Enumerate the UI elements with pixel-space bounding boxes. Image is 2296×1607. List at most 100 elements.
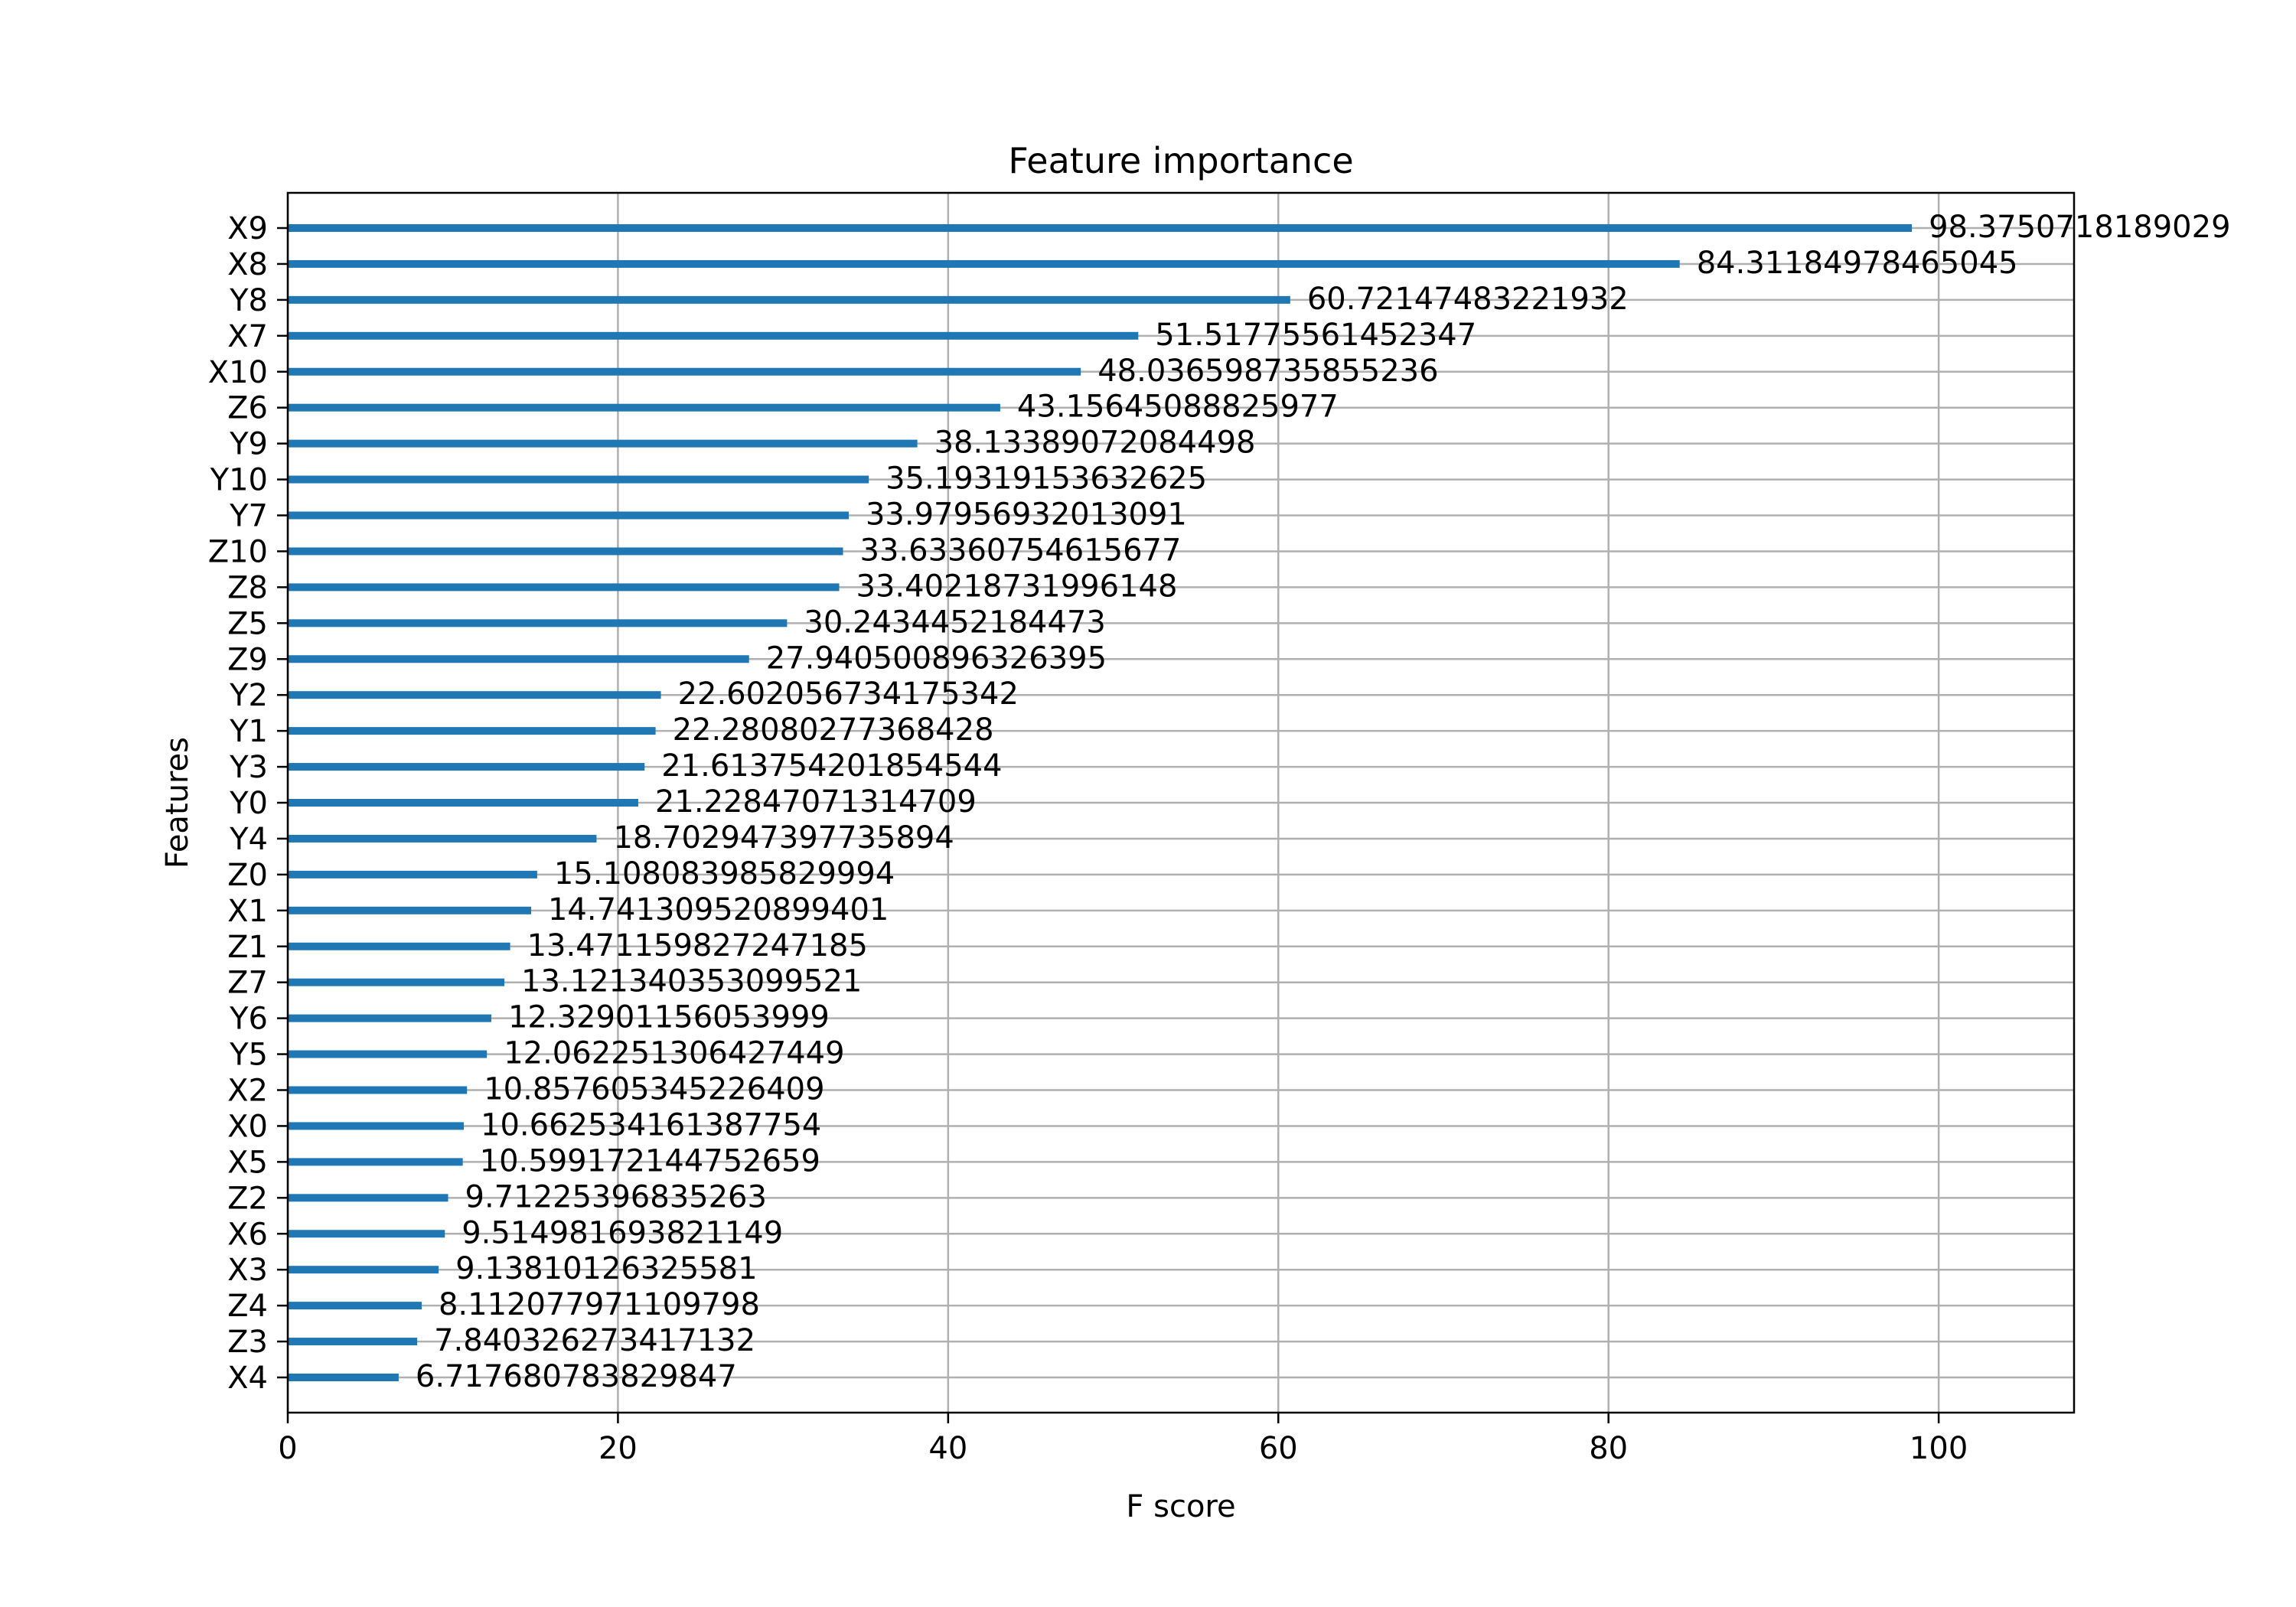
bar-x7 (288, 331, 1139, 340)
value-label: 48.036598735855236 (1097, 354, 1438, 389)
value-label: 33.40218731996148 (856, 569, 1178, 604)
value-label: 9.514981693821149 (461, 1215, 783, 1250)
bar-z5 (288, 619, 788, 627)
y-tick-label: X1 (227, 894, 268, 929)
value-label: 12.32901156053999 (508, 1000, 830, 1035)
bar-x8 (288, 259, 1680, 268)
y-tick-label: X10 (208, 355, 268, 390)
y-tick-label: Y1 (229, 714, 268, 749)
y-tick-label: X6 (227, 1217, 268, 1252)
bars (288, 224, 1913, 1381)
bar-z7 (288, 978, 505, 986)
value-label: 10.662534161387754 (481, 1107, 821, 1143)
y-tick-label: Z2 (227, 1181, 268, 1216)
y-tick-label: Y10 (210, 463, 268, 498)
y-tick-label: X3 (227, 1253, 268, 1288)
bar-x1 (288, 906, 531, 914)
value-label: 18.702947397735894 (613, 820, 954, 856)
x-tick-label: 0 (278, 1431, 297, 1466)
value-label: 9.71225396835263 (465, 1179, 767, 1214)
value-label: 12.062251306427449 (504, 1036, 844, 1071)
bar-y6 (288, 1014, 491, 1022)
value-label: 60.72147483221932 (1307, 282, 1629, 317)
bar-y7 (288, 511, 849, 520)
y-tick-label: X2 (227, 1074, 268, 1109)
value-label: 33.97956932013091 (866, 497, 1187, 533)
value-label: 13.471159827247185 (527, 928, 868, 963)
value-label: 10.857605345226409 (484, 1072, 824, 1107)
value-label: 7.840326273417132 (434, 1323, 755, 1358)
y-tick-label: Y4 (229, 822, 268, 857)
value-label: 22.28080277368428 (673, 712, 994, 748)
bar-x10 (288, 367, 1081, 376)
y-tick-label: X9 (227, 211, 268, 246)
bar-z1 (288, 942, 510, 950)
y-tick-label: Y9 (229, 427, 268, 462)
bar-z10 (288, 547, 843, 556)
value-label: 98.3750718189029 (1929, 210, 2230, 245)
value-label: 30.2434452184473 (804, 605, 1105, 640)
y-tick-label: Z9 (227, 642, 268, 677)
value-label: 14.741309520899401 (548, 892, 889, 927)
value-label: 10.599172144752659 (480, 1143, 820, 1178)
bar-y4 (288, 834, 597, 843)
y-tick-label: Y0 (229, 786, 268, 821)
value-label: 33.63360754615677 (860, 533, 1182, 568)
bar-y0 (288, 799, 638, 807)
value-label: 21.22847071314709 (655, 784, 977, 820)
y-tick-label: Y6 (229, 1002, 268, 1037)
bar-y10 (288, 475, 869, 484)
y-tick-label: Z0 (227, 858, 268, 893)
x-tick-label: 40 (928, 1431, 967, 1466)
x-axis-label: F score (1126, 1489, 1235, 1524)
value-label: 13.121340353099521 (521, 964, 862, 999)
bar-y3 (288, 763, 645, 771)
y-tick-label: Y3 (229, 750, 268, 785)
y-tick-label: X7 (227, 319, 268, 354)
bar-z2 (288, 1194, 448, 1202)
bar-z4 (288, 1302, 422, 1310)
value-label: 21.613754201854544 (661, 748, 1002, 784)
bar-x5 (288, 1158, 463, 1166)
bar-y9 (288, 439, 918, 448)
value-label: 8.112077971109798 (439, 1287, 760, 1322)
y-tick-label: X8 (227, 247, 268, 282)
x-tick-label: 80 (1589, 1431, 1628, 1466)
y-tick-label: Z4 (227, 1289, 268, 1324)
value-label: 22.602056734175342 (678, 676, 1019, 712)
x-tick-label: 20 (598, 1431, 638, 1466)
bar-y8 (288, 295, 1290, 304)
y-tick-label: Z3 (227, 1325, 268, 1360)
value-label: 27.940500896326395 (766, 641, 1107, 676)
bar-z6 (288, 403, 1000, 412)
value-label: 9.13810126325581 (455, 1251, 757, 1286)
value-label: 6.717680783829847 (416, 1359, 737, 1394)
bar-y5 (288, 1050, 488, 1058)
y-tick-label: X5 (227, 1145, 268, 1180)
bar-x4 (288, 1374, 399, 1381)
value-label: 51.51775561452347 (1155, 318, 1476, 353)
value-label: 43.15645088825977 (1017, 390, 1339, 425)
bar-y2 (288, 691, 661, 699)
y-axis-ticks: X9X8Y8X7X10Z6Y9Y10Y7Z10Z8Z5Z9Y2Y1Y3Y0Y4Z… (208, 211, 288, 1396)
y-tick-label: Z5 (227, 606, 268, 641)
value-label: 38.13389072084498 (934, 425, 1256, 461)
bar-z8 (288, 583, 840, 592)
y-tick-label: Z6 (227, 391, 268, 426)
y-tick-label: Z1 (227, 930, 268, 965)
y-tick-label: Y8 (229, 283, 268, 318)
x-tick-label: 60 (1259, 1431, 1298, 1466)
bar-x2 (288, 1086, 468, 1094)
y-tick-label: X0 (227, 1109, 268, 1144)
y-tick-label: Y7 (229, 499, 268, 534)
chart-title: Feature importance (1008, 140, 1353, 181)
bar-z3 (288, 1338, 418, 1346)
y-tick-label: Z8 (227, 570, 268, 605)
bar-x9 (288, 224, 1913, 232)
x-axis-ticks: 0 20 40 60 80 100 (278, 1413, 1968, 1466)
value-label: 84.31184978465045 (1697, 246, 2018, 281)
bar-z0 (288, 870, 537, 878)
value-label: 35.19319153632625 (885, 461, 1207, 497)
